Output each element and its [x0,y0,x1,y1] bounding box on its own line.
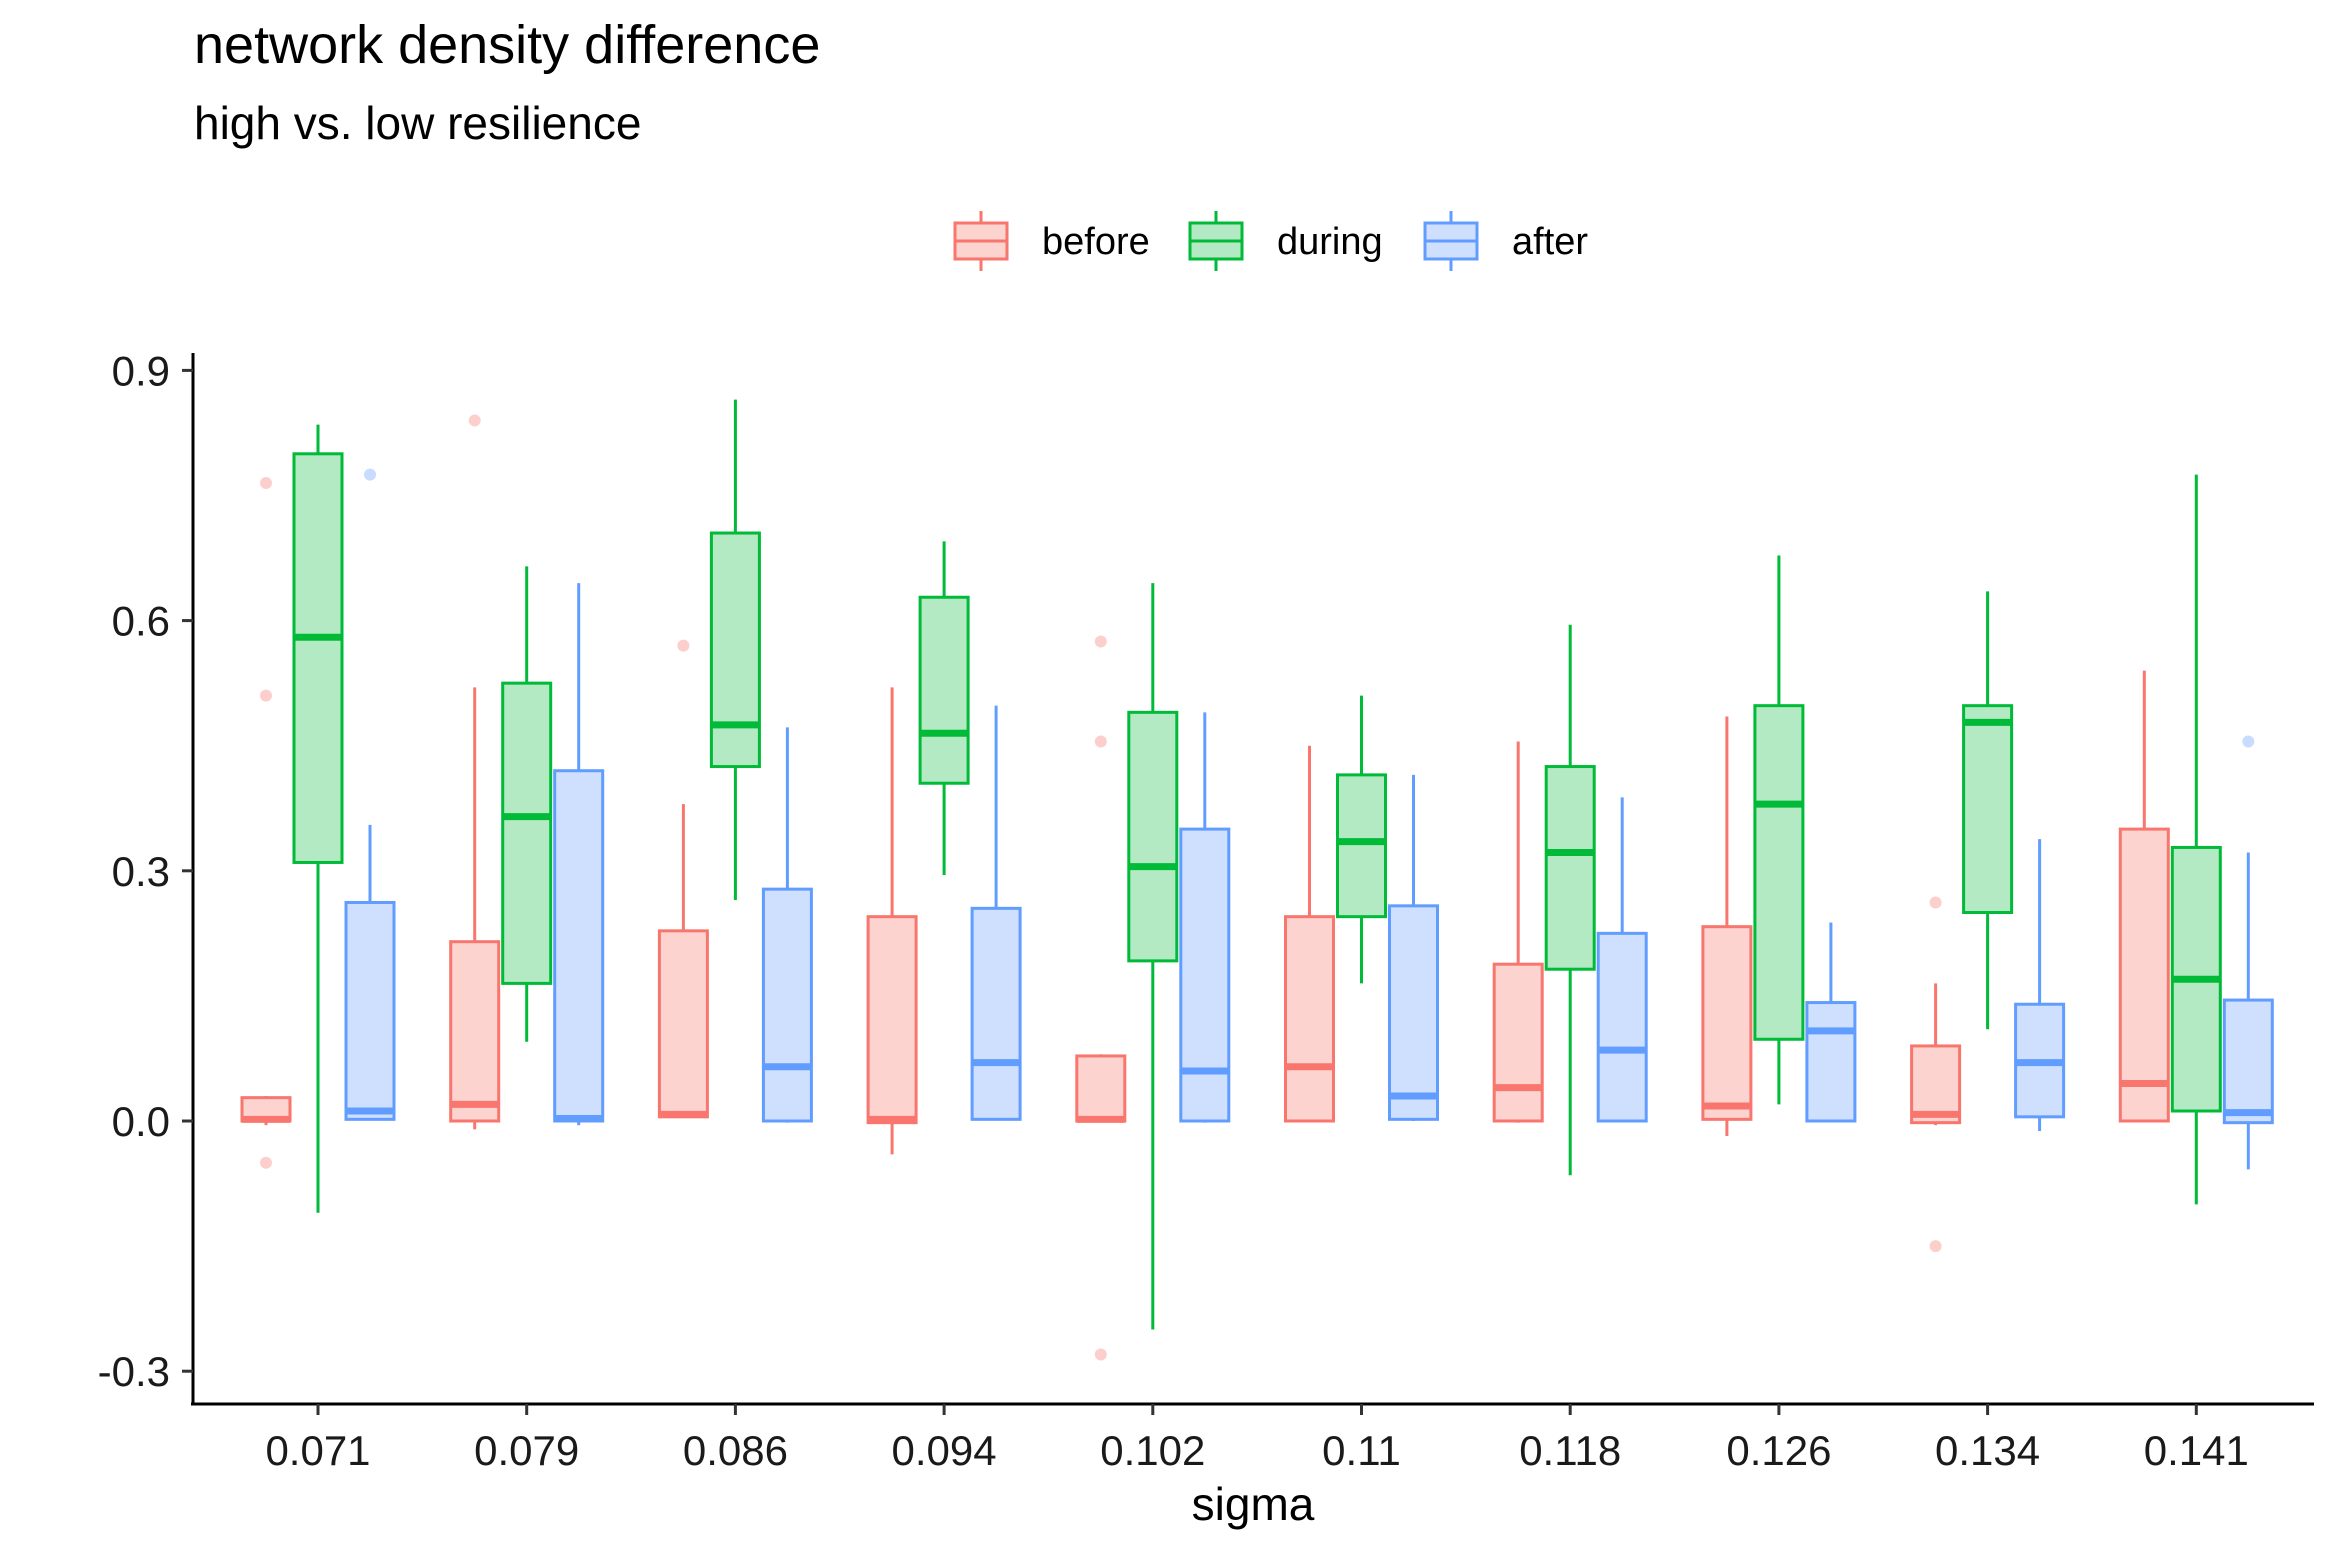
iqr-box [2118,827,2170,1123]
iqr-box [501,681,553,985]
iqr-box [1179,827,1231,1123]
x-tick-label: 0.134 [1935,1427,2040,1474]
iqr-box [970,906,1022,1121]
legend: before during after [953,211,1588,271]
during-box [1127,583,1179,1330]
iqr-box [1596,931,1648,1123]
outlier-point [1929,1240,1942,1253]
chart-title: network density difference [194,15,821,75]
before-box [1075,635,1127,1361]
outlier-point [1094,635,1107,648]
iqr-box [1544,765,1596,971]
before-box [657,639,709,1119]
after-box [970,705,1022,1121]
after-box [2014,839,2066,1132]
legend-item-before: before [953,211,1150,271]
iqr-box [1910,1044,1962,1125]
outlier-point [677,639,690,652]
outlier-point [260,1156,272,1169]
y-tick-label: -0.3 [98,1348,170,1395]
x-tick-label: 0.086 [683,1427,788,1474]
x-tick-label: 0.118 [1519,1427,1621,1474]
iqr-box [709,531,761,769]
after-box [1596,797,1648,1123]
iqr-box [657,929,709,1119]
outlier-point [260,689,272,702]
axes [191,353,2314,1406]
chart-subtitle: high vs. low resilience [194,97,642,149]
outlier-point [260,476,272,489]
after-box [2222,735,2274,1170]
during-box [1753,555,1805,1105]
before-box [1284,745,1335,1123]
outlier-point [1094,1348,1107,1361]
legend-label: after [1512,221,1588,263]
iqr-box [1962,704,2014,915]
x-axis-title: sigma [1192,1478,1315,1530]
legend-label: during [1277,221,1383,263]
x-tick-label: 0.126 [1726,1427,1831,1474]
legend-label: before [1042,221,1150,263]
x-tick-label: 0.141 [2144,1427,2249,1474]
during-box [918,541,970,875]
before-box [1701,716,1753,1137]
iqr-box [1127,710,1179,963]
iqr-box [918,595,970,785]
legend-item-after: after [1423,211,1588,271]
after-box [1179,712,1231,1123]
during-box [1336,695,1387,984]
during-box [2170,474,2222,1205]
y-tick-label: 0.6 [112,598,170,645]
y-tick-label: 0.0 [112,1098,170,1145]
before-box [866,687,918,1155]
after-box [1805,922,1857,1123]
iqr-box [292,452,344,864]
during-box [501,566,553,1042]
after-box [553,583,605,1126]
outlier-point [364,468,376,481]
outlier-point [1929,896,1942,909]
during-box [292,424,344,1213]
x-tick-label: 0.094 [892,1427,997,1474]
before-box [1492,741,1544,1123]
during-box [709,399,761,900]
outlier-point [1094,735,1107,748]
iqr-box [553,769,605,1123]
after-box [1388,774,1439,1121]
before-box [1910,896,1962,1253]
iqr-box [1805,1001,1857,1123]
y-tick-label: 0.9 [112,347,170,394]
before-box [240,476,292,1169]
legend-item-during: during [1188,211,1383,271]
iqr-box [761,887,813,1123]
y-axis-ticks: -0.3 0.0 0.3 0.6 0.9 [98,347,193,1395]
iqr-box [1701,925,1753,1121]
iqr-box [449,940,501,1123]
outlier-point [2242,735,2255,748]
after-box [761,727,813,1123]
iqr-box [1492,962,1544,1123]
iqr-box [1388,904,1439,1121]
plot-area [240,399,2274,1361]
iqr-box [2222,998,2274,1125]
iqr-box [1336,773,1387,919]
x-tick-label: 0.071 [265,1427,370,1474]
iqr-box [1075,1054,1127,1123]
after-box [344,468,396,1121]
before-box [449,414,501,1130]
iqr-box [344,900,396,1121]
x-tick-label: 0.079 [474,1427,579,1474]
x-tick-label: 0.102 [1100,1427,1205,1474]
y-tick-label: 0.3 [112,848,170,895]
iqr-box [1284,915,1335,1123]
during-box [1962,591,2014,1030]
outlier-point [468,414,481,427]
iqr-box [866,915,918,1125]
during-box [1544,624,1596,1176]
x-axis-ticks: 0.071 0.079 0.086 0.094 0.102 0.11 0.118 0.126 0… [265,1404,2249,1474]
iqr-box [1753,704,1805,1041]
before-box [2118,670,2170,1123]
x-tick-label: 0.11 [1322,1427,1401,1474]
